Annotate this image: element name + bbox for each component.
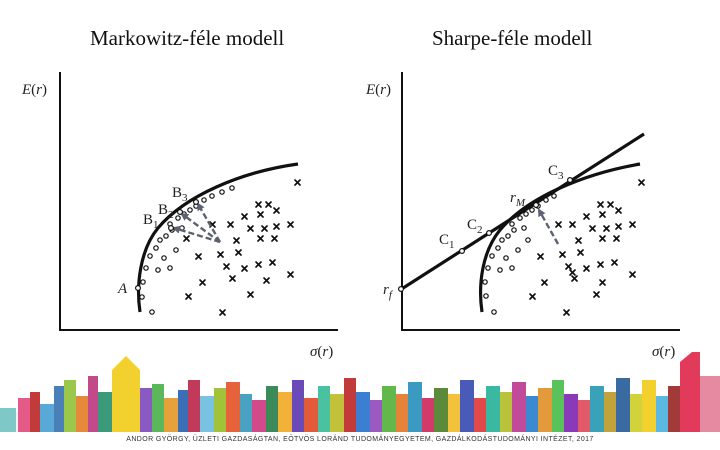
label-B1: B1 <box>143 212 159 231</box>
right-efficient-frontier <box>479 162 641 313</box>
left-axes <box>59 72 338 331</box>
footer-credit: ANDOR GYÖRGY, ÜZLETI GAZDASÁGTAN, EÖTVÖS… <box>126 436 594 443</box>
label-C1: C1 <box>439 232 455 251</box>
right-chart-title: Sharpe-féle modell <box>432 26 593 50</box>
right-axes <box>401 72 680 331</box>
left-panel: E(r) σ(r) <box>21 72 338 360</box>
label-C2: C2 <box>467 217 483 236</box>
label-rf: rf <box>383 282 394 301</box>
label-B3: B3 <box>172 185 188 204</box>
right-named-points <box>398 177 573 293</box>
label-A: A <box>117 281 128 297</box>
right-improvement-arrow <box>537 208 560 245</box>
left-x-axis-label: σ(r) <box>310 344 333 360</box>
right-panel: E(r) σ(r) <box>365 72 680 360</box>
left-efficient-frontier <box>137 162 299 313</box>
left-inefficient-portfolios <box>183 179 301 316</box>
left-named-points <box>135 199 200 292</box>
left-y-axis-label: E(r) <box>21 82 47 98</box>
right-x-axis-label: σ(r) <box>652 344 675 360</box>
label-rM: rM <box>510 190 526 209</box>
left-improvement-arrows <box>172 202 222 244</box>
capital-market-line <box>399 132 645 292</box>
right-inefficient-portfolios <box>529 179 645 316</box>
right-frontier-portfolios <box>482 193 557 315</box>
right-y-axis-label: E(r) <box>365 82 391 98</box>
label-C3: C3 <box>548 163 564 182</box>
skyline-decoration <box>0 352 720 432</box>
left-chart-title: Markowitz-féle modell <box>90 26 285 50</box>
